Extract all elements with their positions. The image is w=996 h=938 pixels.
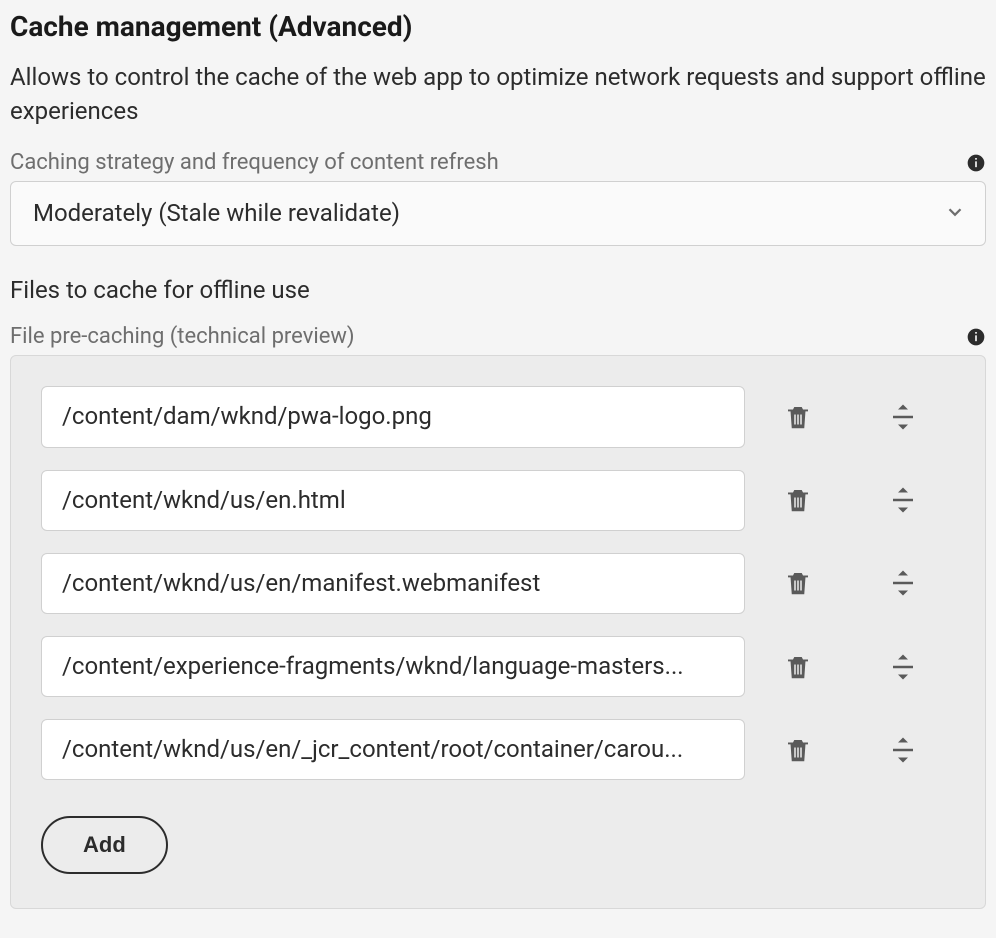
reorder-icon[interactable] — [880, 560, 926, 606]
add-button[interactable]: Add — [41, 816, 168, 874]
strategy-select-wrapper: Moderately (Stale while revalidate) — [10, 181, 986, 246]
file-row — [41, 470, 955, 531]
file-row — [41, 386, 955, 447]
reorder-icon[interactable] — [880, 394, 926, 440]
reorder-icon[interactable] — [880, 644, 926, 690]
reorder-icon[interactable] — [880, 477, 926, 523]
trash-icon[interactable] — [775, 727, 821, 773]
info-icon[interactable] — [966, 153, 986, 173]
strategy-label-row: Caching strategy and frequency of conten… — [10, 150, 986, 175]
file-path-input[interactable] — [41, 470, 745, 531]
file-row — [41, 719, 955, 780]
row-actions — [745, 727, 955, 773]
cache-management-panel: Cache management (Advanced) Allows to co… — [10, 10, 986, 919]
precache-box: Add — [10, 355, 986, 909]
reorder-icon[interactable] — [880, 727, 926, 773]
info-icon[interactable] — [966, 327, 986, 347]
trash-icon[interactable] — [775, 644, 821, 690]
precache-label-row: File pre-caching (technical preview) — [10, 324, 986, 349]
file-path-input[interactable] — [41, 386, 745, 447]
file-path-input[interactable] — [41, 636, 745, 697]
precache-label: File pre-caching (technical preview) — [10, 324, 355, 349]
panel-description: Allows to control the cache of the web a… — [10, 61, 986, 128]
panel-title: Cache management (Advanced) — [10, 10, 986, 43]
file-row — [41, 553, 955, 614]
file-path-input[interactable] — [41, 719, 745, 780]
file-path-input[interactable] — [41, 553, 745, 614]
trash-icon[interactable] — [775, 394, 821, 440]
file-row — [41, 636, 955, 697]
files-heading: Files to cache for offline use — [10, 276, 986, 304]
strategy-label: Caching strategy and frequency of conten… — [10, 150, 499, 175]
row-actions — [745, 644, 955, 690]
row-actions — [745, 560, 955, 606]
trash-icon[interactable] — [775, 560, 821, 606]
row-actions — [745, 394, 955, 440]
row-actions — [745, 477, 955, 523]
strategy-select[interactable]: Moderately (Stale while revalidate) — [10, 181, 986, 246]
trash-icon[interactable] — [775, 477, 821, 523]
